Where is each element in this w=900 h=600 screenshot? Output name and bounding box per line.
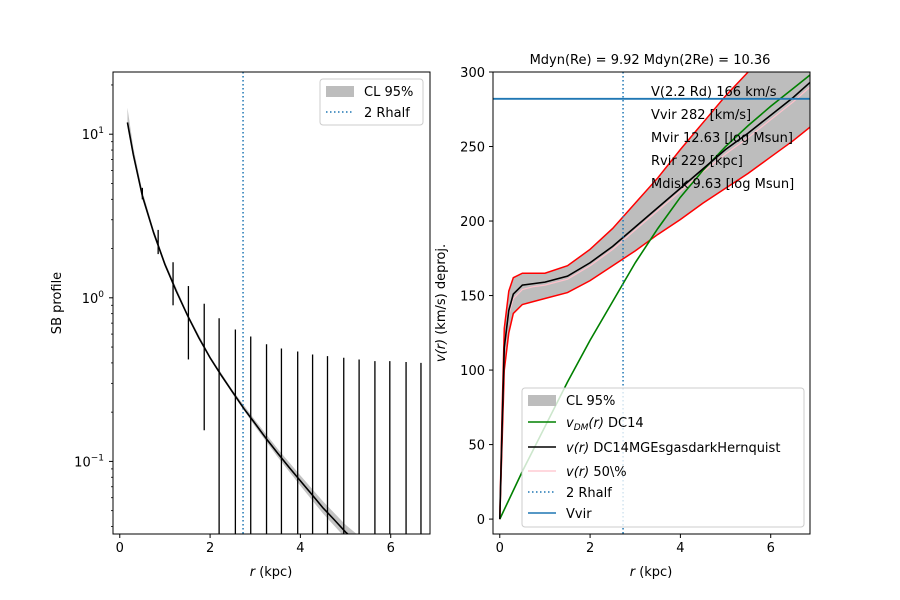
y-tick-label: 0 — [477, 513, 485, 528]
right-legend-label-cl95: CL 95% — [566, 394, 615, 409]
cl-band-right — [499, 72, 810, 520]
right-legend-label-v50: v(r) 50\% — [566, 465, 627, 480]
velocity-panel: Mdyn(Re) = 9.92 Mdyn(2Re) = 10.36 0 2 4 6 0… — [434, 53, 811, 580]
right-legend-patch-cl95 — [528, 395, 556, 406]
annotation-text: Mvir 12.63 [log Msun] — [651, 131, 793, 146]
right-legend: CL 95% vDM(r) DC14 v(r) DC14MGEsgasdarkH… — [521, 387, 805, 528]
annotation-text: Mdisk 9.63 [log Msun] — [651, 177, 794, 192]
right-legend-box — [521, 387, 805, 528]
x-tick-label: 2 — [206, 541, 214, 556]
sb-model-line — [126, 122, 349, 534]
vtotal-line — [498, 81, 810, 520]
right-panel-title: Mdyn(Re) = 9.92 Mdyn(2Re) = 10.36 — [530, 53, 771, 68]
y-tick-label: 200 — [460, 215, 485, 230]
model-curve-left — [126, 122, 349, 534]
left-x-axis-label: r (kpc) — [250, 565, 293, 580]
annotation-text: Vvir 282 [km/s] — [651, 108, 751, 123]
x-tick-label: 6 — [767, 541, 775, 556]
cl-band-lower-edge — [499, 126, 810, 520]
x-tick-label: 2 — [586, 541, 594, 556]
y-tick-label: 300 — [460, 66, 485, 81]
left-legend-label-rhalf: 2 Rhalf — [364, 106, 410, 121]
y-tick-label: 101 — [82, 126, 104, 143]
cl-band-area — [499, 72, 810, 520]
sb-profile-panel: 0 2 4 6 101 100 10−1 r (kpc) SB profile CL 95… — [50, 71, 431, 580]
right-x-ticks: 0 2 4 6 — [496, 534, 775, 556]
y-tick-label: 250 — [460, 141, 485, 156]
left-legend-patch-cl95 — [326, 86, 354, 97]
left-y-ticks: 101 100 10−1 — [74, 84, 113, 527]
v50-line — [499, 86, 810, 520]
left-y-axis-label: SB profile — [50, 272, 65, 334]
left-x-ticks: 0 2 4 6 — [116, 534, 395, 556]
left-legend: CL 95% 2 Rhalf — [319, 78, 424, 126]
y-tick-label: 100 — [460, 364, 485, 379]
left-legend-label-cl95: CL 95% — [364, 85, 413, 100]
x-tick-label: 6 — [387, 541, 395, 556]
annotation-text: V(2.2 Rd) 166 km/s — [651, 85, 777, 100]
x-tick-label: 4 — [676, 541, 684, 556]
left-axes-frame — [112, 71, 431, 535]
y-tick-label: 100 — [82, 290, 105, 307]
y-tick-label: 50 — [468, 439, 485, 454]
x-tick-label: 0 — [116, 541, 124, 556]
right-x-axis-label: r (kpc) — [630, 565, 673, 580]
right-axes-frame — [492, 71, 811, 535]
right-legend-label-vdm: vDM(r) DC14 — [566, 416, 644, 433]
right-legend-label-rhalf: 2 Rhalf — [566, 486, 612, 501]
annotation-text: Rvir 229 [kpc] — [651, 154, 743, 169]
y-tick-label: 150 — [460, 290, 485, 305]
right-y-axis-label: v(r) (km/s) deproj. — [434, 244, 449, 362]
cl-band-upper-edge — [499, 72, 750, 520]
right-legend-label-vtotal: v(r) DC14MGEsgasdarkHernquist — [566, 441, 780, 456]
right-legend-label-vvir: Vvir — [566, 507, 592, 522]
y-tick-label: 10−1 — [74, 453, 104, 470]
x-tick-label: 4 — [296, 541, 304, 556]
right-y-ticks: 0 50 100 150 200 250 300 — [460, 66, 493, 528]
x-tick-label: 0 — [496, 541, 504, 556]
annotations: V(2.2 Rd) 166 km/s Vvir 282 [km/s] Mvir 12… — [651, 85, 794, 192]
data-errorbars — [141, 187, 422, 534]
